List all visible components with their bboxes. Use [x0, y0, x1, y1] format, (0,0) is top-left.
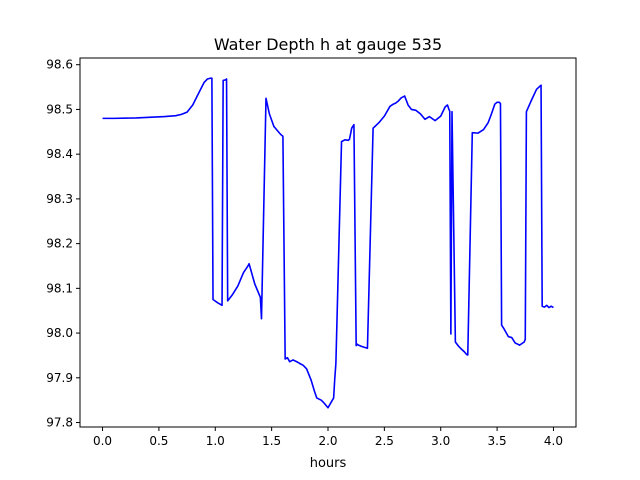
y-tick-label: 98.3: [46, 192, 73, 206]
y-axis-ticks: 97.8 97.9 98.0 98.1 98.2 98.3 98.4 98.5 98.6: [46, 58, 80, 430]
y-tick-label: 98.5: [46, 102, 73, 116]
x-tick-label: 4.0: [544, 434, 563, 448]
y-tick-label: 98.6: [46, 58, 73, 72]
x-tick-label: 2.0: [318, 434, 337, 448]
x-axis-label: hours: [310, 456, 347, 471]
x-tick-label: 2.5: [375, 434, 394, 448]
series-line-0: [102, 77, 554, 409]
y-tick-label: 97.8: [46, 416, 73, 430]
y-tick-label: 98.1: [46, 281, 73, 295]
chart-title: Water Depth h at gauge 535: [214, 35, 442, 54]
x-tick-label: 3.0: [431, 434, 450, 448]
x-tick-label: 1.0: [206, 434, 225, 448]
x-tick-label: 0.0: [93, 434, 112, 448]
y-tick-label: 98.0: [46, 326, 73, 340]
x-tick-label: 1.5: [262, 434, 281, 448]
y-tick-label: 98.4: [46, 147, 73, 161]
plot-area: [79, 57, 577, 428]
y-tick-label: 97.9: [46, 371, 73, 385]
x-axis-ticks: 0.0 0.5 1.0 1.5 2.0 2.5 3.0 3.5 4.0: [93, 427, 563, 448]
x-tick-label: 3.5: [488, 434, 507, 448]
x-tick-label: 0.5: [149, 434, 168, 448]
y-tick-label: 98.2: [46, 237, 73, 251]
